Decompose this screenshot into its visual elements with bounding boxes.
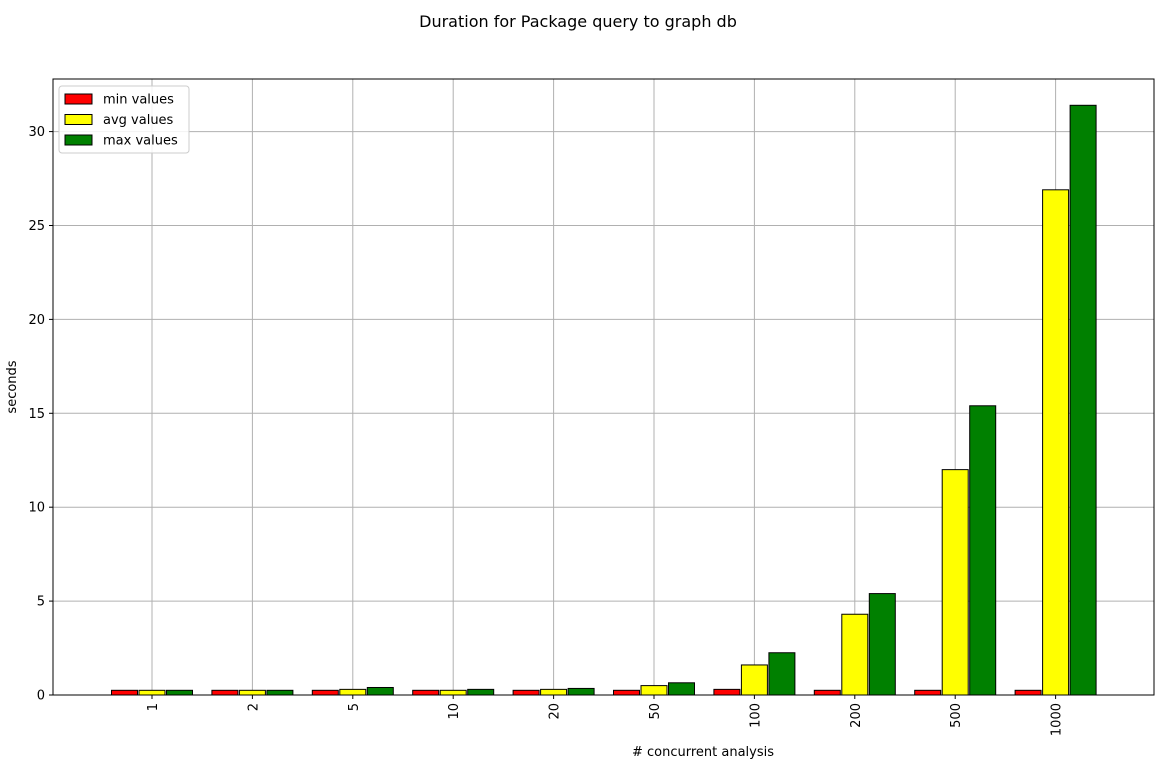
bar-min-1 <box>111 689 138 696</box>
bar-avg-1 <box>138 689 166 696</box>
x-axis-label: # concurrent analysis <box>632 745 774 760</box>
bar-max-2 <box>266 689 294 696</box>
bars <box>111 104 1097 696</box>
y-tick-label: 25 <box>28 219 45 234</box>
y-tick-label: 0 <box>37 689 45 704</box>
chart-title: Duration for Package query to graph db <box>419 12 737 31</box>
bar-max-1 <box>166 689 193 696</box>
plot-frame <box>52 78 1155 696</box>
bar-max-500 <box>969 405 997 696</box>
legend-label: avg values <box>103 113 174 128</box>
bar-min-50 <box>613 689 640 696</box>
legend: min values avg values max values <box>58 85 190 154</box>
x-tick-label: 2 <box>246 703 261 711</box>
legend-label: min values <box>103 93 174 108</box>
bar-avg-20 <box>540 688 568 696</box>
y-tick-label: 30 <box>28 125 45 140</box>
legend-label: max values <box>103 134 178 149</box>
bar-min-5 <box>311 689 339 696</box>
y-tick-label: 20 <box>28 313 45 328</box>
y-axis-label: seconds <box>5 360 20 413</box>
bar-avg-200 <box>841 613 869 696</box>
bar-avg-100 <box>740 664 768 696</box>
legend-swatch <box>64 134 93 146</box>
bar-avg-10 <box>439 689 467 696</box>
bar-max-200 <box>868 593 896 696</box>
legend-swatch <box>64 93 93 105</box>
y-tick-label: 15 <box>28 407 45 422</box>
x-tick-label: 10 <box>447 703 462 720</box>
bar-max-20 <box>567 687 595 696</box>
bar-max-50 <box>668 682 695 696</box>
x-tick-label: 5 <box>347 703 362 711</box>
y-tick-label: 10 <box>28 501 45 516</box>
bar-avg-2 <box>238 689 266 696</box>
bar-min-2 <box>211 689 239 696</box>
bar-min-20 <box>512 689 540 696</box>
x-tick-label: 1 <box>146 703 161 711</box>
bar-min-500 <box>914 689 942 696</box>
bar-max-1000 <box>1069 104 1097 696</box>
y-axis-ticks: 0 5 10 15 20 25 30 <box>28 125 53 704</box>
x-tick-label: 500 <box>949 703 964 728</box>
bar-min-100 <box>713 688 741 696</box>
x-tick-label: 20 <box>548 703 563 720</box>
bar-avg-5 <box>339 688 367 696</box>
bar-min-1000 <box>1014 689 1042 696</box>
y-tick-label: 5 <box>37 595 45 610</box>
x-tick-label: 50 <box>648 703 663 720</box>
bar-min-10 <box>412 689 440 696</box>
bar-avg-1000 <box>1042 189 1070 696</box>
bar-max-5 <box>366 686 394 696</box>
grid-lines <box>53 79 1154 696</box>
x-tick-label: 1000 <box>1050 703 1065 736</box>
x-axis-ticks: 1 2 5 10 20 50 100 200 500 1000 <box>146 695 1065 736</box>
bar-avg-50 <box>640 685 668 696</box>
x-tick-label: 100 <box>748 703 763 728</box>
bar-max-10 <box>467 688 495 696</box>
bar-min-200 <box>813 689 841 696</box>
bar-avg-500 <box>941 469 969 696</box>
x-tick-label: 200 <box>849 703 864 728</box>
bar-max-100 <box>768 652 796 696</box>
legend-swatch <box>64 114 93 125</box>
